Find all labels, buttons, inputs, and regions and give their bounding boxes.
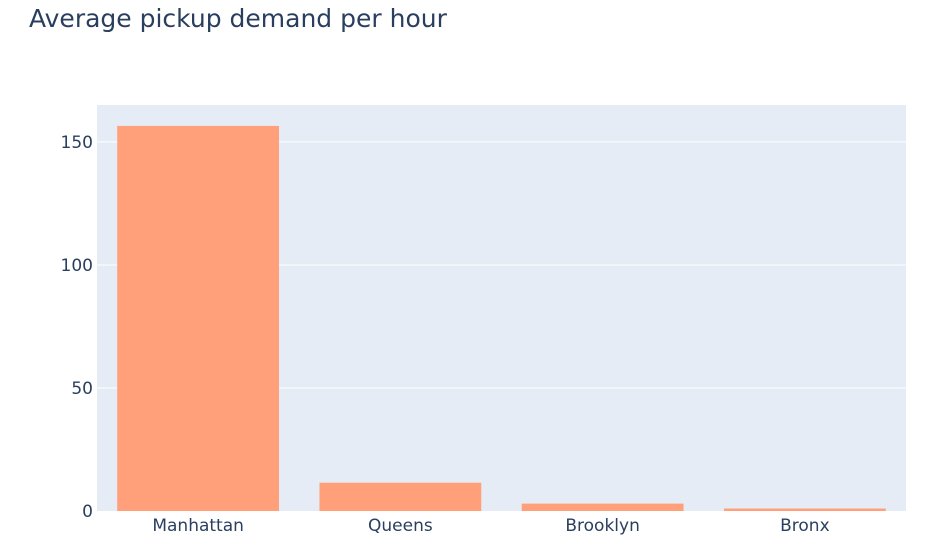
bar-brooklyn[interactable] bbox=[521, 503, 684, 511]
bars bbox=[117, 125, 886, 511]
x-tick-label-queens: Queens bbox=[368, 516, 433, 536]
bar-manhattan[interactable] bbox=[117, 125, 280, 511]
x-tick-label-bronx: Bronx bbox=[780, 516, 830, 536]
y-tick-label: 0 bbox=[82, 502, 93, 522]
bar-bronx[interactable] bbox=[723, 508, 886, 511]
chart-title: Average pickup demand per hour bbox=[29, 4, 447, 33]
x-tick-label-manhattan: Manhattan bbox=[152, 516, 244, 536]
y-axis-ticks: 0 50 100 150 bbox=[61, 133, 93, 522]
y-tick-label: 150 bbox=[61, 133, 93, 153]
y-tick-label: 100 bbox=[61, 256, 93, 276]
x-tick-label-brooklyn: Brooklyn bbox=[565, 516, 639, 536]
bar-queens[interactable] bbox=[319, 482, 482, 511]
y-tick-label: 50 bbox=[71, 379, 93, 399]
x-axis-ticks: Manhattan Queens Brooklyn Bronx bbox=[152, 516, 829, 536]
